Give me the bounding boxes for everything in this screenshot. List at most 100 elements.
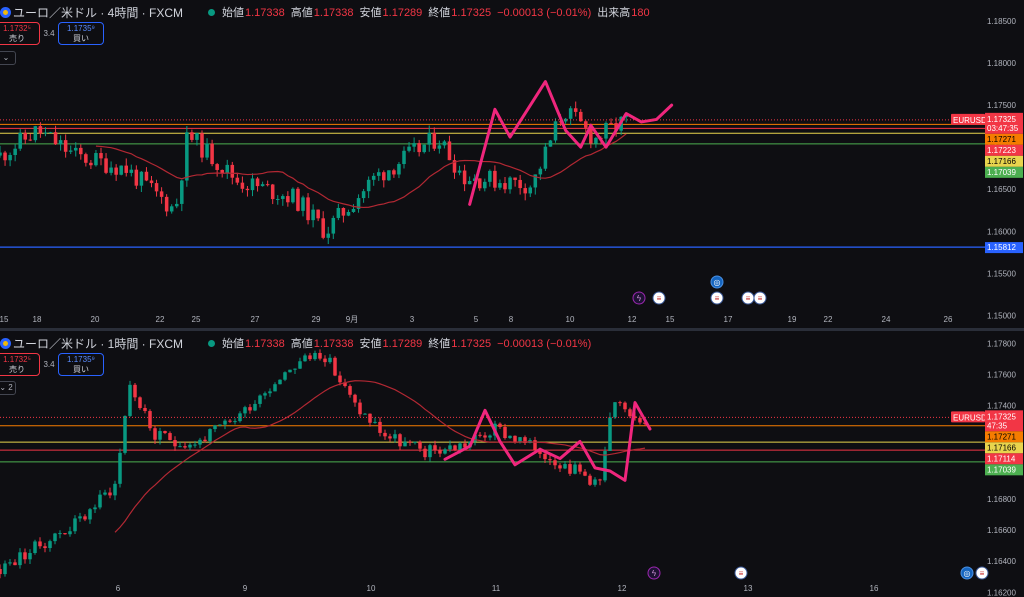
us-flag-icon-glyph: ≡	[657, 294, 662, 303]
candle-body	[313, 352, 317, 360]
us-flag-icon[interactable]: ≡	[710, 291, 724, 305]
candle-body	[467, 180, 472, 185]
candle-body	[104, 158, 108, 173]
candle-body	[588, 475, 592, 485]
candle-body	[124, 165, 129, 173]
buy-label: 買い	[73, 34, 89, 43]
candle-body	[133, 384, 137, 398]
moving-average-line	[95, 133, 627, 209]
candle-body	[93, 507, 97, 510]
buy-button[interactable]: 1.1735⁹ 買い	[58, 22, 104, 45]
candle-body	[163, 431, 167, 434]
ohlc-key: 出来高	[597, 7, 631, 19]
candle-body	[18, 552, 22, 566]
candle-body	[253, 403, 257, 411]
last-price-countdown: 47:35	[987, 421, 1008, 430]
time-tick-label: 19	[788, 315, 797, 324]
time-tick-label: 17	[724, 315, 733, 324]
candle-body	[463, 443, 467, 448]
globe-icon[interactable]: ◎	[710, 275, 724, 289]
ohlc-value: 180	[631, 7, 650, 19]
us-flag-icon-glyph: ≡	[980, 569, 985, 578]
candle-body	[275, 198, 280, 200]
symbol-price-label-bg	[951, 113, 985, 125]
candle-body	[198, 439, 202, 445]
chart-canvas-1h[interactable]: 1.178001.176001.174001.172001.170001.168…	[0, 331, 1024, 597]
candle-body	[528, 187, 533, 194]
candle-body	[442, 141, 447, 146]
candle-body	[328, 357, 332, 363]
price-tick-label: 1.18500	[987, 17, 1016, 26]
candle-body	[633, 416, 637, 419]
sell-price: 1.1732⁵	[3, 24, 31, 33]
candle-body	[351, 208, 356, 212]
us-flag-icon[interactable]: ≡	[734, 566, 748, 580]
candle-body	[563, 464, 567, 469]
candle-body	[543, 146, 548, 169]
level-price-tag-bg	[985, 144, 1023, 156]
candle-body	[88, 509, 92, 520]
lightning-icon[interactable]: ϟ	[632, 291, 646, 305]
time-tick-label: 9月	[346, 315, 358, 324]
us-flag-icon[interactable]: ≡	[652, 291, 666, 305]
candle-body	[513, 435, 517, 442]
candle-body	[553, 121, 558, 141]
candle-body	[373, 421, 377, 423]
globe-icon[interactable]: ◎	[960, 566, 974, 580]
buy-price: 1.1735⁹	[67, 355, 95, 364]
price-tick-label: 1.16200	[987, 588, 1016, 597]
buy-button[interactable]: 1.1735⁹ 買い	[58, 353, 104, 376]
candle-body	[58, 533, 62, 535]
level-price-tag-bg	[985, 464, 1023, 476]
candle-body	[452, 160, 457, 173]
candle-body	[283, 372, 287, 380]
ohlc-value: 1.17338	[313, 338, 354, 350]
symbol-legend: ユーロ／米ドル · 1時間 · FXCM 始値1.17338 高値1.17338 安…	[0, 335, 597, 351]
us-flag-icon[interactable]: ≡	[741, 291, 755, 305]
candle-body	[548, 140, 553, 147]
time-tick-label: 10	[367, 584, 376, 593]
candle-body	[3, 563, 7, 575]
candle-body	[48, 541, 52, 549]
candle-body	[548, 459, 552, 461]
candle-body	[503, 426, 507, 439]
candle-body	[128, 384, 132, 416]
candle-body	[523, 188, 527, 194]
collapse-indicators-button[interactable]: ⌄ 2	[0, 381, 16, 395]
candle-body	[159, 191, 164, 197]
candle-body	[23, 132, 28, 140]
chart-pane-4h[interactable]: 1.185001.180001.175001.170001.165001.160…	[0, 0, 1024, 328]
ohlc-key: 始値	[222, 7, 244, 19]
symbol-title[interactable]: ユーロ／米ドル · 4時間 · FXCM	[13, 5, 183, 20]
globe-icon-circle	[960, 566, 974, 580]
candle-body	[568, 108, 573, 119]
lightning-icon[interactable]: ϟ	[647, 566, 661, 580]
ohlc-value: −0.00013 (−0.01%)	[497, 338, 592, 350]
pane-divider[interactable]	[0, 328, 1024, 331]
eurusd-flag-icon	[0, 337, 11, 349]
candle-body	[533, 174, 538, 188]
candle-body	[408, 441, 412, 443]
candle-body	[270, 184, 275, 200]
symbol-title[interactable]: ユーロ／米ドル · 1時間 · FXCM	[13, 336, 183, 351]
us-flag-icon[interactable]: ≡	[753, 291, 767, 305]
candle-body	[488, 170, 492, 182]
buy-price: 1.1735⁹	[67, 24, 95, 33]
chart-pane-1h[interactable]: 1.178001.176001.174001.172001.170001.168…	[0, 331, 1024, 597]
candle-body	[223, 420, 227, 425]
sell-button[interactable]: 1.1732⁵ 売り	[0, 353, 40, 376]
last-price-value: 1.17325	[987, 412, 1016, 421]
candle-body	[28, 139, 33, 141]
sell-price: 1.1732⁵	[3, 355, 31, 364]
eurusd-flag-icon	[0, 6, 11, 18]
level-price-tag: 1.17166	[987, 157, 1016, 166]
sell-button[interactable]: 1.1732⁵ 売り	[0, 22, 40, 45]
candle-body	[366, 179, 371, 192]
price-tick-label: 1.17600	[987, 371, 1016, 380]
price-tick-label: 1.17400	[987, 402, 1016, 411]
ohlc-value: −0.00013 (−0.01%)	[497, 7, 592, 19]
collapse-indicators-button[interactable]: ⌄	[0, 51, 16, 65]
us-flag-icon[interactable]: ≡	[975, 566, 989, 580]
candle-body	[210, 143, 214, 165]
chart-canvas-4h[interactable]: 1.185001.180001.175001.170001.165001.160…	[0, 0, 1024, 328]
